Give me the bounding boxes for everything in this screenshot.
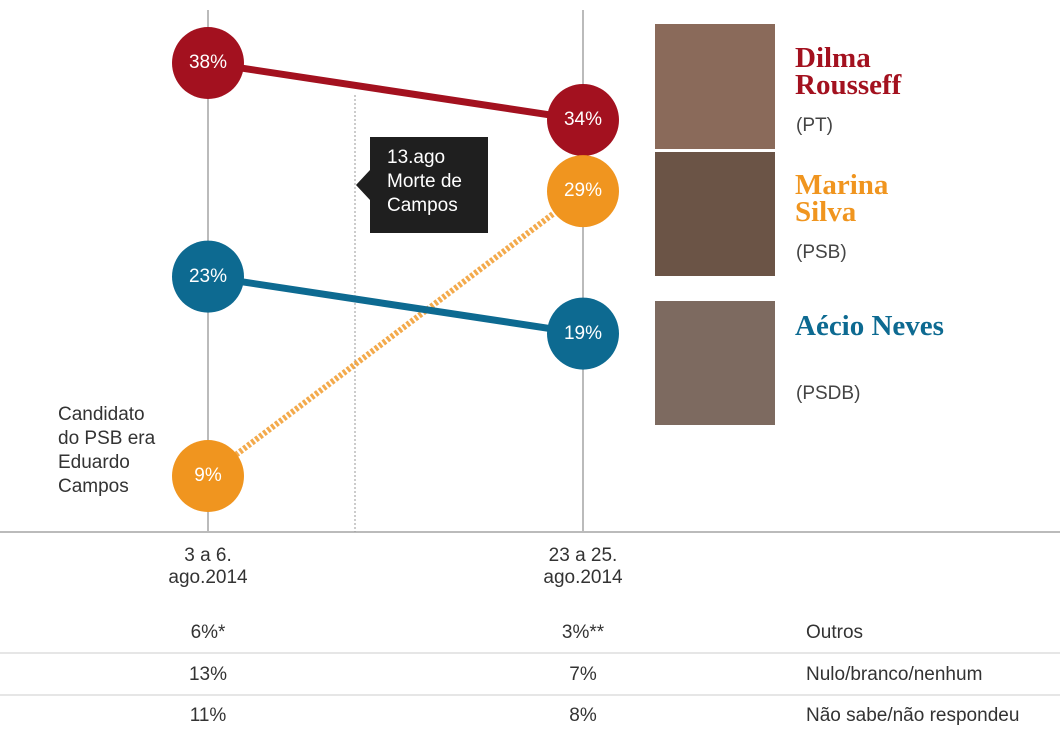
table-cell: 11% — [148, 705, 268, 727]
data-label: 29% — [547, 180, 619, 202]
page: 3 a 6. ago.2014 23 a 25. ago.2014 38% 34% Di… — [0, 0, 1060, 732]
table-label: Não sabe/não respondeu — [806, 705, 1019, 727]
table-cell: 6%* — [148, 622, 268, 644]
table-cell: 13% — [148, 664, 268, 686]
legend-party: (PSDB) — [796, 383, 860, 405]
legend-name: Marina Silva — [795, 172, 945, 226]
annotation: do PSB era — [58, 428, 155, 450]
annotation: Campos — [387, 195, 458, 217]
legend-party: (PSB) — [796, 242, 847, 264]
series-line — [208, 63, 583, 120]
table-cell: 3%** — [523, 622, 643, 644]
series-line — [208, 191, 583, 476]
data-label: 23% — [172, 266, 244, 288]
table-cell: 7% — [523, 664, 643, 686]
series-line — [208, 277, 583, 334]
photo — [655, 152, 775, 276]
photo — [655, 301, 775, 425]
data-label: 38% — [172, 52, 244, 74]
annotation: Morte de — [387, 171, 462, 193]
legend-name: Dilma Rousseff — [795, 45, 945, 99]
data-label: 19% — [547, 323, 619, 345]
legend-name: Aécio Neves — [795, 313, 945, 340]
table-label: Nulo/branco/nenhum — [806, 664, 982, 686]
x-tick-label: 23 a 25. ago.2014 — [528, 545, 638, 589]
annotation: Campos — [58, 476, 129, 498]
legend-party: (PT) — [796, 115, 833, 137]
photo — [655, 24, 775, 149]
data-label: 9% — [172, 465, 244, 487]
table-cell: 8% — [523, 705, 643, 727]
data-label: 34% — [547, 109, 619, 131]
annotation: Eduardo — [58, 452, 130, 474]
annotation: 13.ago — [387, 147, 445, 169]
annotation: Candidato — [58, 404, 145, 426]
x-tick-label: 3 a 6. ago.2014 — [153, 545, 263, 589]
table-label: Outros — [806, 622, 863, 644]
